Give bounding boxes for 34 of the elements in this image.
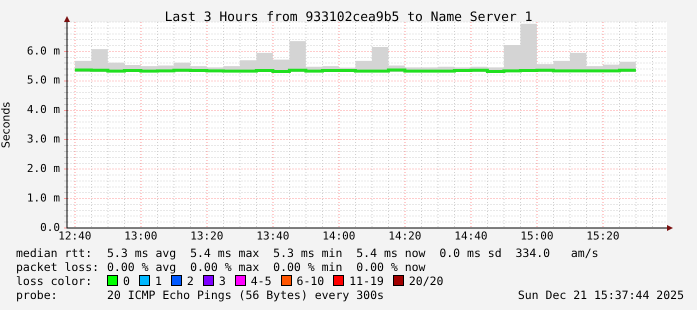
text: 0.00 % avg 0.00 % max 0.00 % min 0.00 % now [107, 260, 426, 274]
x-tick-label: 12:40 [58, 229, 92, 242]
x-tick-label: 14:20 [388, 229, 422, 242]
text: loss color: [16, 274, 92, 288]
x-tick-label: 13:20 [190, 229, 224, 242]
text: 20 ICMP Echo Pings (56 Bytes) every 300s [107, 288, 384, 302]
x-tick-label: 14:40 [454, 229, 488, 242]
x-tick-label: 13:40 [256, 229, 290, 242]
chart-title: Last 3 Hours from 933102cea9b5 to Name Server 1 [164, 10, 534, 25]
x-tick-label: 15:20 [586, 229, 620, 242]
y-tick-label: 6.0 m [26, 44, 60, 58]
text: packet loss: [16, 260, 100, 274]
text: 0 [122, 274, 130, 288]
text: 1 [154, 274, 162, 288]
y-tick-label: 2.0 m [26, 162, 60, 175]
text: median rtt: [16, 246, 92, 260]
text: Sun Dec 21 15:37:44 2025 [518, 288, 684, 302]
text: 3 [218, 274, 226, 288]
y-tick-label: 1.0 m [26, 191, 60, 204]
text: 20/20 [408, 274, 444, 288]
text: 2 [186, 274, 194, 288]
text: 6-10 [296, 274, 324, 288]
y-tick-label: 3.0 m [26, 132, 60, 146]
y-tick-label: 5.0 m [26, 74, 60, 87]
text: probe: [16, 288, 58, 302]
x-tick-label: 14:00 [322, 229, 356, 242]
x-tick-label: 13:00 [124, 229, 158, 242]
y-tick-label: 4.0 m [26, 103, 60, 116]
text: 5.3 ms avg 5.4 ms max 5.3 ms min 5.4 ms now 0.0 ms sd 334.0 am/s [107, 246, 599, 260]
y-axis-title: Seconds [0, 102, 12, 148]
x-tick-label: 15:00 [520, 229, 554, 242]
text: 4-5 [250, 274, 272, 288]
y-tick-label: 0.0 [40, 220, 60, 234]
text: 11-19 [348, 274, 384, 288]
